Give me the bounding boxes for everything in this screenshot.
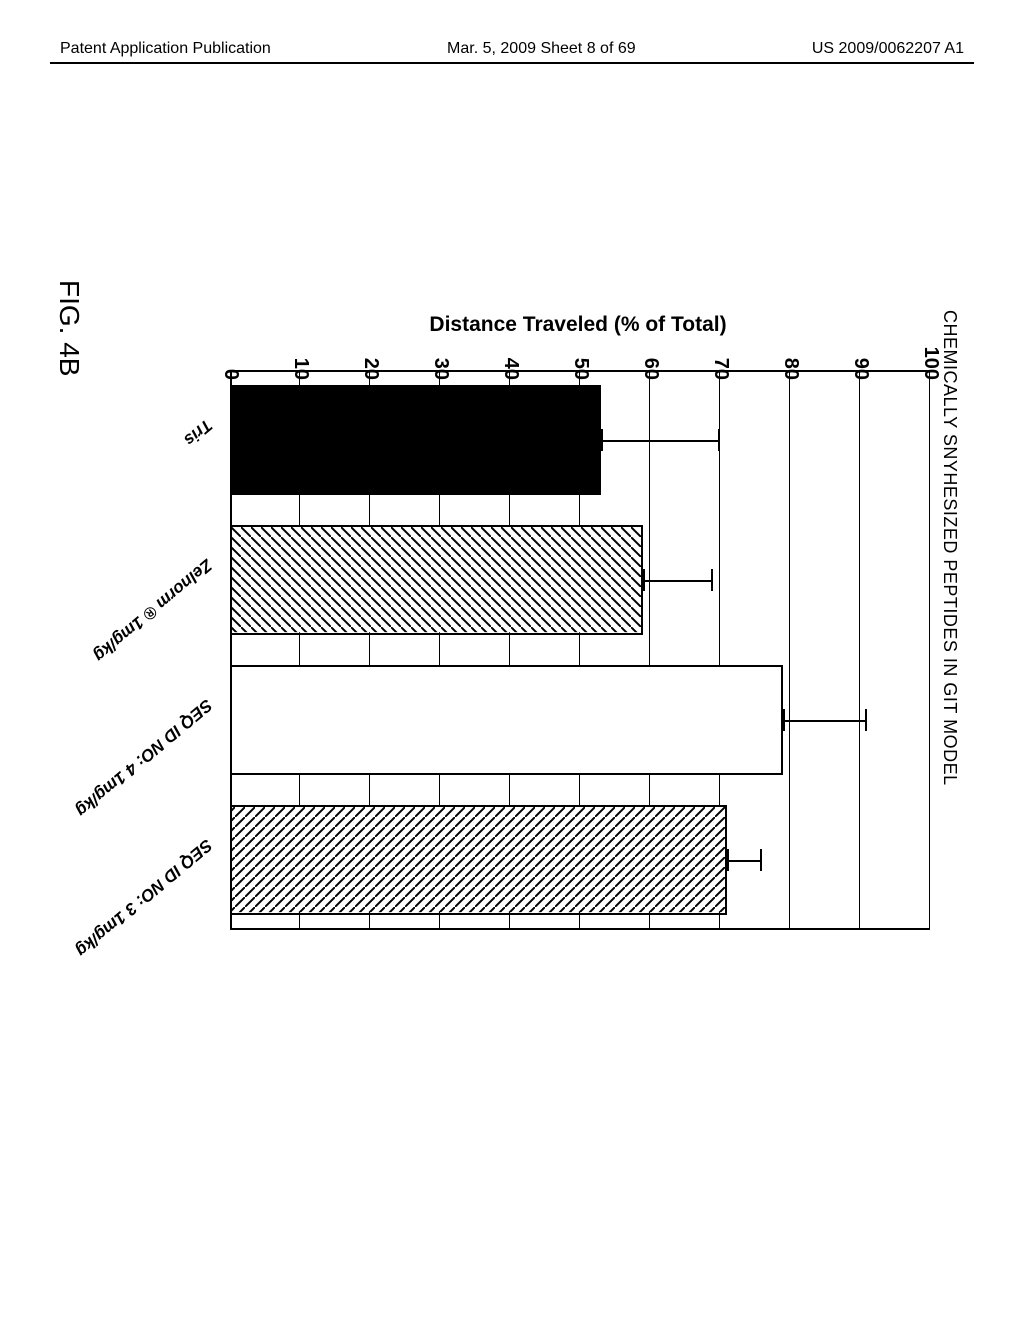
y-tick-label: 90	[849, 340, 872, 380]
error-cap	[865, 709, 867, 731]
y-tick-label: 0	[219, 340, 242, 380]
y-tick-label: 10	[289, 340, 312, 380]
bar	[230, 525, 643, 634]
y-tick-label: 70	[709, 340, 732, 380]
y-tick-label: 20	[359, 340, 382, 380]
bar-chart: CHEMICALLY SNYHESIZED PEPTIDES IN GIT MO…	[70, 310, 930, 950]
bar	[230, 385, 601, 494]
y-tick-label: 60	[639, 340, 662, 380]
header-right: US 2009/0062207 A1	[812, 40, 964, 58]
y-tick-label: 50	[569, 340, 592, 380]
y-tick-label: 30	[429, 340, 452, 380]
chart-title: CHEMICALLY SNYHESIZED PEPTIDES IN GIT MO…	[939, 310, 960, 950]
error-bar	[727, 860, 762, 862]
gridline	[859, 370, 860, 930]
bar	[230, 805, 727, 914]
figure-label: FIG. 4B	[53, 280, 85, 376]
y-tick-label: 100	[919, 340, 942, 380]
header-left: Patent Application Publication	[60, 40, 271, 58]
x-category-label: Tris	[179, 415, 216, 450]
x-category-label: SEQ ID NO: 4 1mg/kg	[71, 695, 216, 821]
bar	[230, 665, 783, 774]
error-cap	[718, 429, 720, 451]
y-tick-label: 40	[499, 340, 522, 380]
y-axis-title: Distance Traveled (% of Total)	[378, 313, 778, 337]
header-mid: Mar. 5, 2009 Sheet 8 of 69	[447, 40, 636, 58]
error-cap	[760, 849, 762, 871]
y-tick-label: 80	[779, 340, 802, 380]
error-cap	[727, 849, 729, 871]
x-category-label: SEQ ID NO: 3 1mg/kg	[71, 835, 216, 961]
page-header: Patent Application Publication Mar. 5, 2…	[0, 40, 1024, 58]
x-category-label: Zelnorm ® 1mg/kg	[89, 555, 216, 666]
error-cap	[601, 429, 603, 451]
error-cap	[643, 569, 645, 591]
error-bar	[783, 720, 867, 722]
error-cap	[711, 569, 713, 591]
error-bar	[643, 580, 713, 582]
gridline	[789, 370, 790, 930]
error-cap	[783, 709, 785, 731]
error-bar	[601, 440, 720, 442]
plot-area	[230, 370, 930, 930]
gridline	[929, 370, 930, 930]
header-divider	[50, 62, 974, 64]
